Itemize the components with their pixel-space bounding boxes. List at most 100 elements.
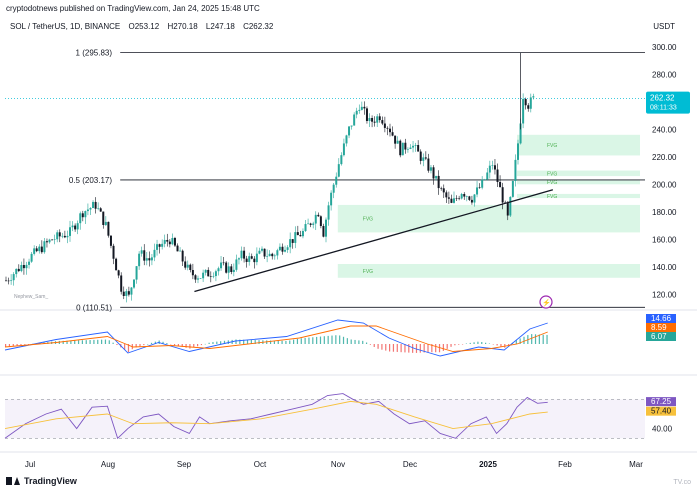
candle-body (250, 256, 253, 259)
time-axis-tick: Nov (331, 460, 345, 469)
candle-body (291, 239, 294, 243)
candle-body (125, 291, 128, 296)
macd-histogram-bar (246, 339, 249, 344)
time-axis-tick: Jul (25, 460, 35, 469)
candle-body (104, 221, 107, 225)
macd-histogram-bar (135, 344, 137, 348)
macd-histogram-bar (150, 342, 153, 344)
macd-histogram-bar (220, 341, 222, 344)
price-axis-tick: 300.00 (652, 43, 677, 52)
candle-body (371, 117, 374, 122)
macd-histogram-bar (327, 335, 329, 344)
candle-body (460, 194, 463, 199)
candle-body (289, 239, 292, 248)
lightning-event-icon (539, 295, 553, 309)
macd-histogram-bar (427, 344, 429, 353)
candle-body (468, 196, 471, 200)
candle-body (235, 259, 238, 270)
macd-histogram-bar (127, 344, 130, 353)
candle-body (350, 125, 353, 127)
candle-body (138, 253, 141, 267)
candle-body (153, 249, 156, 258)
tradingview-logo-icon (6, 477, 20, 485)
candle-body (120, 275, 123, 292)
candle-body (243, 250, 246, 259)
candle-body (10, 280, 13, 281)
macd-histogram-bar (546, 334, 548, 344)
candle-body (63, 235, 66, 238)
candle-body (156, 244, 159, 250)
candle-body (309, 223, 312, 225)
candle-body (25, 264, 28, 269)
rsi-line (4, 393, 548, 440)
macd-histogram-bar (500, 344, 502, 347)
rsi-value-text: 67.25 (651, 397, 672, 406)
time-axis-tick: Feb (558, 460, 572, 469)
rsi-ma-value-text: 57.40 (651, 407, 672, 416)
candle-body (301, 230, 304, 237)
macd-histogram-bar (296, 338, 299, 344)
price-axis-tick: 280.00 (652, 70, 677, 79)
candle-body (191, 270, 194, 276)
candle-body (399, 140, 402, 156)
macd-histogram-bar (62, 340, 64, 344)
footer-brand: TradingView (6, 476, 77, 486)
macd-histogram-bar (200, 344, 203, 346)
brand-text: TradingView (24, 476, 77, 486)
candle-body (207, 269, 210, 277)
candle-body (133, 279, 135, 288)
fvg-zone (517, 170, 640, 177)
macd-histogram-bar (189, 344, 191, 349)
candle-body (273, 255, 276, 257)
candle-body (135, 266, 138, 280)
macd-histogram-bar (108, 340, 110, 344)
macd-histogram-bar (101, 339, 103, 344)
macd-histogram-bar (442, 344, 444, 351)
macd-histogram-bar (185, 344, 187, 348)
rsi-ma-value-tag (646, 406, 676, 416)
candle-body (401, 142, 404, 156)
fvg-zone (517, 134, 640, 156)
candle-body (115, 258, 118, 271)
macd-histogram-bar (212, 342, 214, 344)
candle-body (261, 248, 263, 251)
macd-histogram-bar (465, 343, 467, 344)
macd-histogram-bar (66, 340, 68, 344)
candle-body (107, 221, 110, 236)
macd-histogram-bar (93, 339, 95, 344)
macd-histogram-bar (85, 340, 87, 344)
macd-histogram-bar (365, 342, 368, 344)
macd-histogram-bar (239, 339, 241, 344)
candle-body (143, 250, 146, 261)
macd-histogram-bar (350, 339, 352, 344)
time-axis-tick: Mar (629, 460, 643, 469)
candle-body (248, 256, 251, 262)
candle-body (76, 223, 79, 230)
macd-histogram-bar (70, 340, 72, 344)
macd-histogram-bar (173, 344, 176, 346)
macd-histogram-bar (542, 334, 544, 344)
candle-body (166, 239, 169, 242)
candle-body (432, 167, 435, 179)
candle-body (197, 278, 199, 280)
candle-body (391, 132, 394, 136)
candle-body (58, 232, 61, 237)
candle-body (406, 148, 409, 150)
macd-histogram-bar (412, 344, 414, 353)
macd-histogram-bar (331, 335, 333, 344)
candle-body (45, 241, 48, 243)
candle-body (483, 179, 486, 180)
macd-histogram-bar (147, 343, 149, 345)
candle-body (394, 135, 397, 144)
candle-body (214, 271, 217, 277)
macd-histogram-bar (531, 334, 533, 344)
candle-body (373, 121, 376, 123)
candle-body (499, 182, 502, 188)
macd-histogram-bar (381, 344, 383, 350)
price-chart[interactable]: FVG FVG FVG FVG FVG FVG 1 (295.83) 0.5 (203.17)… (0, 0, 697, 470)
watermark: TV.co (673, 479, 691, 486)
candle-body (109, 235, 112, 246)
candle-body (396, 140, 399, 144)
macd-histogram-bar (254, 340, 256, 344)
ohlc-open: O253.12 (128, 22, 160, 31)
